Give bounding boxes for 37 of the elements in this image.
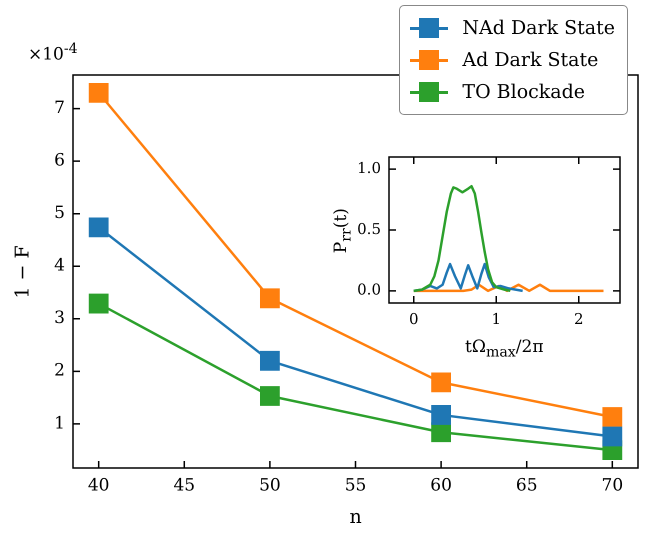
y-tick-label: 6 <box>54 150 65 171</box>
point <box>431 372 452 392</box>
x-tick-label: 65 <box>516 476 538 496</box>
point <box>88 294 109 314</box>
y-tick-label: 1 <box>54 413 65 434</box>
y-tick-label: 0.5 <box>357 220 381 238</box>
y-tick-label: 1.0 <box>357 159 381 178</box>
point <box>260 288 280 308</box>
y-axis-title: 1 − F <box>11 244 34 298</box>
x-tick-label: 2 <box>574 310 584 328</box>
x-tick-label: 45 <box>173 476 196 496</box>
legend-label: TO Blockade <box>462 81 586 103</box>
x-tick-label: 55 <box>344 476 366 496</box>
y-tick-label: 5 <box>54 203 65 224</box>
y-tick-label: 2 <box>54 360 65 381</box>
y-tick-label: 3 <box>54 308 65 328</box>
x-tick-label: 50 <box>259 476 281 496</box>
text: ×10$^{-4}$ <box>28 41 78 65</box>
y-tick-label: 7 <box>54 98 65 118</box>
x-tick-label: 0 <box>408 310 419 328</box>
x-tick-label: 1 <box>491 310 502 328</box>
point <box>602 426 622 446</box>
x-tick-label: 40 <box>88 476 110 496</box>
x-axis-title: n <box>350 506 362 528</box>
x-tick-label: 70 <box>602 476 624 496</box>
point <box>431 405 452 425</box>
point <box>88 82 109 103</box>
x-axis-title: tΩ$_{max}$/2π <box>465 337 544 360</box>
legend-label: Ad Dark State <box>462 49 598 71</box>
y-tick-label: 4 <box>54 256 65 276</box>
x-tick-label: 60 <box>430 476 452 496</box>
point <box>602 407 622 427</box>
point <box>88 217 109 238</box>
point <box>260 386 280 406</box>
point <box>260 350 280 371</box>
legend-label: NAd Dark State <box>462 17 615 39</box>
y-tick-label: 0.0 <box>357 280 381 299</box>
